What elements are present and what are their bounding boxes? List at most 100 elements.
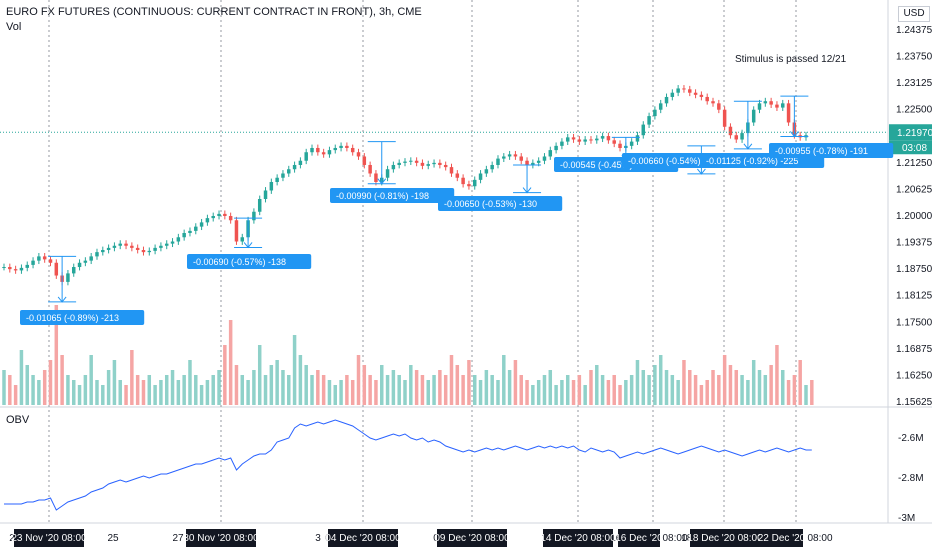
candle-body (54, 262, 59, 276)
candle-body (786, 103, 791, 123)
measure-value-box (769, 143, 894, 158)
price-tick-label: 1.20000 (896, 211, 932, 222)
volume-bar (705, 380, 709, 405)
candle-body (490, 164, 494, 170)
candle-body (345, 145, 349, 148)
volume-bar (781, 370, 785, 405)
candle-body (496, 158, 500, 165)
volume-bar (304, 365, 308, 405)
time-axis-highlight (618, 529, 660, 547)
candle-body (513, 154, 518, 157)
volume-bar (513, 360, 518, 405)
currency-button[interactable]: USD (898, 6, 930, 22)
volume-bar (728, 365, 733, 405)
candle-body (595, 138, 599, 141)
volume-bar (751, 360, 756, 405)
candle-body (176, 237, 181, 242)
volume-bar (25, 365, 29, 405)
obv-tick-label: -2.8M (898, 473, 924, 484)
volume-bar (48, 360, 53, 405)
candle-body (223, 213, 227, 216)
candle-body (228, 216, 233, 221)
time-axis-highlight (186, 529, 256, 547)
volume-bar (426, 380, 430, 405)
measure-value-label: -0.00660 (-0.54%) -132 (628, 156, 721, 166)
candle-body (409, 160, 413, 162)
volume-bar (159, 380, 163, 405)
candle-body (583, 139, 587, 142)
candle-body (298, 160, 303, 165)
volume-bar (164, 375, 169, 405)
candle-body (542, 156, 547, 161)
volume-bar (641, 370, 646, 405)
volume-bar (281, 370, 285, 405)
volume-bar (124, 385, 128, 405)
volume-bar (438, 370, 442, 405)
volume-bar (182, 375, 186, 405)
volume-bar (525, 380, 529, 405)
time-tick-label: 27 (172, 533, 184, 544)
candle-body (548, 150, 553, 157)
candle-body (781, 103, 785, 108)
candle-body (682, 88, 686, 90)
volume-bar (414, 370, 419, 405)
candle-body (130, 245, 134, 248)
volume-bar (368, 375, 372, 405)
candle-body (13, 269, 18, 271)
volume-bar (670, 375, 675, 405)
time-tick-label: 3 (315, 533, 321, 544)
price-tick-label: 1.23125 (896, 78, 932, 89)
measure-arrow-head (697, 168, 706, 175)
time-axis-highlight (437, 529, 507, 547)
volume-bar (577, 375, 582, 405)
volume-bar (321, 375, 326, 405)
volume-bar (292, 335, 297, 405)
volume-bar (31, 375, 35, 405)
price-tick-label: 1.19375 (896, 238, 932, 249)
volume-bar (409, 365, 413, 405)
candle-body (693, 92, 698, 95)
obv-tick-label: -2.6M (898, 433, 924, 444)
candle-body (281, 173, 285, 178)
volume-bar (13, 385, 18, 405)
volume-bar (600, 375, 605, 405)
candle-body (188, 230, 192, 234)
measure-value-label: -0.01125 (-0.92%) -225 (706, 156, 798, 166)
candle-body (95, 252, 99, 257)
candle-body (356, 152, 361, 157)
volume-bar (77, 385, 82, 405)
volume-bar (327, 380, 332, 405)
volume-bar (141, 380, 146, 405)
candle-body (31, 260, 35, 265)
candle-body (478, 173, 483, 180)
price-tick-label: 1.16250 (896, 370, 932, 381)
candle-body (350, 147, 355, 153)
volume-bar (554, 385, 558, 405)
volume-bar (194, 375, 198, 405)
candle-body (443, 164, 448, 168)
stimulus-annotation: Stimulus is passed 12/21 (735, 54, 847, 65)
volume-bar (682, 360, 686, 405)
candle-body (658, 103, 663, 110)
time-axis-highlight-label: 30 Nov '20 08:00 (183, 533, 259, 544)
candle-body (182, 233, 186, 238)
volume-bar (333, 385, 338, 405)
volume-bar (112, 360, 117, 405)
candle-body (118, 243, 122, 246)
candle-body (775, 104, 779, 108)
volume-bar (60, 355, 64, 405)
obv-line (4, 419, 812, 511)
volume-bar (571, 380, 576, 405)
measure-value-label: -0.00990 (-0.81%) -198 (336, 191, 429, 201)
candle-body (71, 267, 76, 274)
candle-body (321, 152, 326, 155)
volume-bar (42, 370, 47, 405)
volume-bar (147, 375, 152, 405)
volume-bar (635, 360, 640, 405)
candle-body (263, 190, 268, 199)
volume-bar (490, 375, 494, 405)
volume-bar (130, 350, 134, 405)
volume-bar (211, 375, 215, 405)
volume-bar (240, 375, 245, 405)
